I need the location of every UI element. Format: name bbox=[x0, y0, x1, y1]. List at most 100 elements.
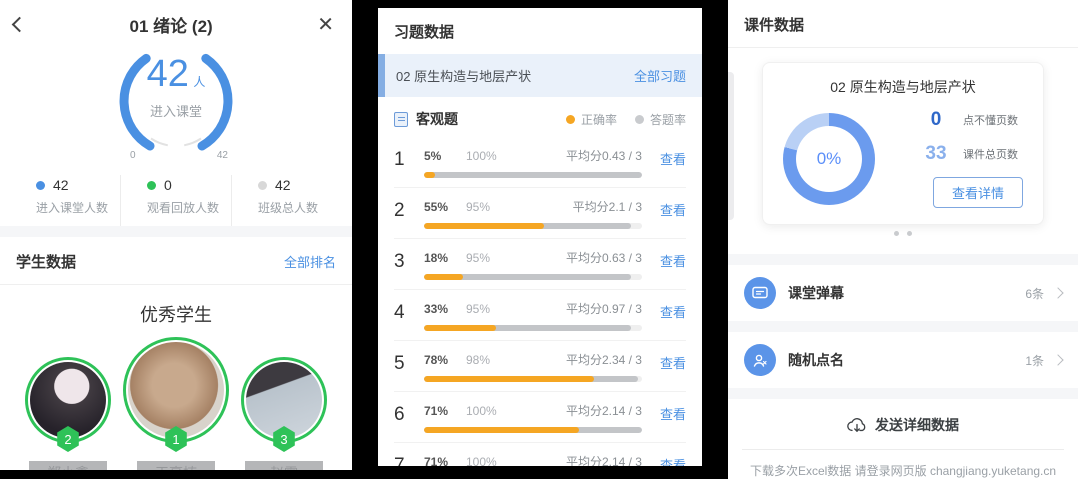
exercise-main: 33% 95% 平均分0.97 / 3 bbox=[424, 300, 642, 331]
page-title: 01 绪论 (2) bbox=[129, 17, 213, 36]
avatar bbox=[30, 362, 106, 438]
feature-label: 随机点名 bbox=[788, 352, 844, 368]
stat-value: 0 bbox=[164, 177, 172, 193]
back-icon[interactable] bbox=[11, 16, 28, 33]
view-details-button[interactable]: 查看详情 bbox=[932, 177, 1023, 208]
view-link[interactable]: 查看 bbox=[659, 305, 686, 320]
exercise-row: 7 71% 100% 平均分2.14 / 3 查看 bbox=[394, 442, 686, 466]
student-card[interactable]: 3赵霜得分: 17 bbox=[234, 357, 334, 470]
stat-label: 观看回放人数 bbox=[147, 201, 220, 215]
stat-value: 33 bbox=[925, 143, 947, 164]
answer-rate-bar bbox=[424, 172, 642, 178]
legend-dot-icon bbox=[565, 114, 575, 124]
exercise-row: 6 71% 100% 平均分2.14 / 3 查看 bbox=[394, 391, 686, 442]
confusion-donut-chart: 0% bbox=[783, 112, 875, 205]
all-exercises-link[interactable]: 全部习题 bbox=[633, 69, 686, 84]
feature-item-danmaku[interactable]: 课堂弹幕 6条 bbox=[728, 265, 1078, 321]
danmaku-screen-icon bbox=[744, 277, 776, 309]
view-link[interactable]: 查看 bbox=[659, 407, 686, 422]
correct-rate-value: 71% bbox=[424, 404, 449, 418]
exercise-row: 2 55% 95% 平均分2.1 / 3 查看 bbox=[394, 187, 686, 238]
avatar-ring: 3 bbox=[241, 357, 327, 452]
student-card[interactable]: 1王豪楠得分: 18 bbox=[123, 337, 229, 470]
courseware-stat: 33 课件总页数 bbox=[891, 143, 1029, 165]
carousel-dot[interactable] bbox=[907, 231, 912, 236]
feature-list: 课堂弹幕 6条 随机点名 1条 bbox=[728, 265, 1078, 388]
correct-rate-value: 78% bbox=[424, 353, 449, 367]
document-icon bbox=[394, 111, 408, 127]
close-icon[interactable]: ✕ bbox=[317, 13, 334, 36]
section-divider bbox=[728, 321, 1078, 332]
exercise-main: 71% 100% 平均分2.14 / 3 bbox=[424, 453, 642, 466]
correct-rate-bar bbox=[424, 376, 595, 382]
gauge-min: 0 bbox=[130, 150, 136, 161]
question-number: 4 bbox=[394, 302, 405, 323]
rate-bar bbox=[424, 223, 642, 229]
accent-bar bbox=[378, 54, 385, 97]
courseware-title: 02 原生构造与地层产状 bbox=[830, 79, 976, 95]
average-score: 平均分2.14 / 3 bbox=[565, 404, 642, 418]
excellent-students-title: 优秀学生 bbox=[140, 305, 212, 325]
rank-badge: 3 bbox=[273, 426, 295, 452]
gauge-label: 进入课堂 bbox=[149, 104, 202, 119]
legend-item: 答题率 bbox=[634, 111, 686, 128]
average-score: 平均分0.43 / 3 bbox=[565, 149, 642, 163]
avatar-ring: 1 bbox=[123, 337, 229, 452]
view-link[interactable]: 查看 bbox=[659, 458, 686, 466]
attendance-stats: 42 进入课堂人数 0 观看回放人数 42 班级总人数 bbox=[10, 175, 342, 226]
student-data-header: 学生数据 全部排名 bbox=[0, 237, 352, 285]
roll-call-person-icon bbox=[744, 344, 776, 376]
cloud-download-icon bbox=[847, 418, 866, 432]
section-divider bbox=[0, 226, 352, 237]
rate-bar bbox=[424, 325, 642, 331]
exercise-main: 55% 95% 平均分2.1 / 3 bbox=[424, 198, 642, 229]
student-data-title: 学生数据 bbox=[16, 254, 77, 271]
section-divider bbox=[728, 388, 1078, 399]
view-link[interactable]: 查看 bbox=[659, 203, 686, 218]
answer-rate-value: 100% bbox=[466, 149, 497, 163]
class-header: 01 绪论 (2) ✕ bbox=[0, 0, 352, 41]
courseware-data-panel: 课件数据 02 原生构造与地层产状 0% 0 点不懂页数 33 课件总页数 查看详情 课… bbox=[728, 0, 1078, 479]
average-score: 平均分2.34 / 3 bbox=[565, 353, 642, 367]
avatar-ring: 2 bbox=[25, 357, 111, 452]
correct-rate-bar bbox=[424, 172, 435, 178]
courseware-stats: 0 点不懂页数 33 课件总页数 查看详情 bbox=[875, 109, 1029, 208]
stat-dot-icon bbox=[36, 180, 45, 190]
view-link[interactable]: 查看 bbox=[659, 254, 686, 269]
answer-rate-value: 100% bbox=[466, 455, 497, 466]
rank-badge: 1 bbox=[165, 426, 187, 452]
view-link[interactable]: 查看 bbox=[659, 356, 686, 371]
answer-rate-value: 98% bbox=[466, 353, 491, 367]
legend-item: 正确率 bbox=[565, 111, 617, 128]
note-wrap: 下载多次Excel数据 请登录网页版 changjiang.yuketang.c… bbox=[742, 449, 1064, 479]
stat-label: 班级总人数 bbox=[258, 201, 319, 215]
stat-dot-icon bbox=[147, 180, 156, 190]
send-data-button[interactable]: 发送详细数据 bbox=[728, 399, 1078, 449]
attendance-stat: 0 观看回放人数 bbox=[120, 175, 231, 226]
correct-rate-value: 5% bbox=[424, 149, 442, 163]
exercise-row: 4 33% 95% 平均分0.97 / 3 查看 bbox=[394, 289, 686, 340]
lesson-name: 02 原生构造与地层产状 bbox=[396, 69, 532, 84]
carousel-dot[interactable] bbox=[894, 231, 899, 236]
view-link[interactable]: 查看 bbox=[659, 152, 686, 167]
exercise-row: 5 78% 98% 平均分2.34 / 3 查看 bbox=[394, 340, 686, 391]
section-divider bbox=[728, 254, 1078, 265]
previous-card-edge bbox=[728, 72, 734, 220]
rate-bar bbox=[424, 172, 642, 178]
objective-label: 客观题 bbox=[416, 111, 458, 127]
full-ranking-link[interactable]: 全部排名 bbox=[283, 255, 336, 270]
feature-item-roll-call[interactable]: 随机点名 1条 bbox=[728, 332, 1078, 388]
average-score: 平均分2.14 / 3 bbox=[565, 455, 642, 466]
student-card[interactable]: 2郑小鑫得分: 18 bbox=[18, 357, 118, 470]
correct-rate-value: 55% bbox=[424, 200, 449, 214]
rate-bar bbox=[424, 376, 642, 382]
exercise-data-panel: 习题数据 02 原生构造与地层产状 全部习题 客观题 正确率 答题率 1 5% 100… bbox=[378, 8, 702, 466]
exercise-data-title: 习题数据 bbox=[394, 24, 455, 41]
stat-label: 点不懂页数 bbox=[963, 115, 1018, 127]
answer-rate-value: 95% bbox=[466, 200, 491, 214]
entered-count: 42 bbox=[146, 53, 189, 95]
answer-rate-value: 95% bbox=[466, 302, 491, 316]
feature-label: 课堂弹幕 bbox=[788, 285, 844, 301]
average-score: 平均分0.63 / 3 bbox=[565, 251, 642, 265]
